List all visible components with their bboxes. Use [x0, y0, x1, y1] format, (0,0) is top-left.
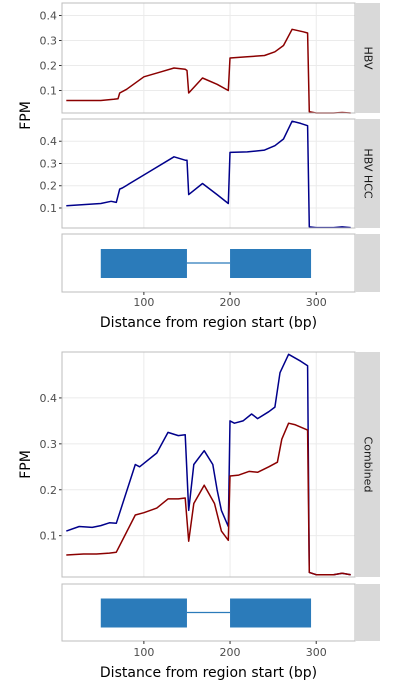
- y-tick-label: 0.2: [40, 484, 58, 497]
- y-axis-title: FPM: [18, 101, 34, 130]
- gene-model-panel: 100 200 300 Distance from region start (bp): [61, 583, 380, 681]
- y-tick-label: 0.2: [40, 180, 58, 193]
- exon-box: [230, 598, 312, 628]
- y-tick-label: 0.4: [40, 10, 58, 23]
- series-line: [66, 28, 351, 114]
- panel-border: [61, 118, 356, 229]
- y-tick-label: 0.1: [40, 530, 58, 543]
- panel-hbv: 0.1 0.2 0.3 0.4 HBV: [40, 2, 380, 114]
- facet-strip: [355, 3, 380, 113]
- panel-border: [61, 351, 356, 578]
- y-tick-label: 0.3: [40, 157, 58, 170]
- panel-combined: 0.1 0.2 0.3 0.4 Combined: [40, 351, 380, 578]
- x-tick-label: 300: [306, 296, 327, 309]
- gene-panel-strip: [355, 234, 380, 292]
- exon-box: [100, 249, 187, 278]
- exon-box: [230, 249, 312, 278]
- x-axis-title: Distance from region start (bp): [100, 315, 317, 331]
- facet-strip-label: Combined: [362, 437, 375, 493]
- facet-strip: [355, 119, 380, 228]
- y-tick-label: 0.1: [40, 85, 58, 98]
- x-tick-label: 200: [220, 296, 241, 309]
- x-tick-label: 100: [133, 646, 154, 659]
- x-axis-title: Distance from region start (bp): [100, 665, 317, 681]
- series-line: [66, 120, 351, 229]
- y-tick-label: 0.4: [40, 392, 58, 405]
- y-tick-label: 0.3: [40, 438, 58, 451]
- x-tick-label: 100: [133, 296, 154, 309]
- y-tick-label: 0.1: [40, 202, 58, 215]
- gene-panel-strip: [355, 584, 380, 641]
- x-tick-label: 200: [220, 646, 241, 659]
- series-line: [66, 353, 351, 576]
- panel-hbv-hcc: 0.1 0.2 0.3 0.4 HBV HCC: [40, 118, 380, 229]
- series-line: [66, 422, 351, 576]
- y-axis-title: FPM: [18, 450, 34, 479]
- facet-strip-label: HBV HCC: [362, 148, 375, 198]
- facet-strip-label: HBV: [362, 46, 375, 69]
- gene-model-panel: 100 200 300 Distance from region start (bp): [61, 233, 380, 331]
- y-tick-label: 0.4: [40, 135, 58, 148]
- x-tick-label: 300: [306, 646, 327, 659]
- y-tick-label: 0.3: [40, 35, 58, 48]
- y-tick-label: 0.2: [40, 60, 58, 73]
- facet-strip: [355, 352, 380, 577]
- exon-box: [100, 598, 187, 628]
- panel-border: [61, 2, 356, 114]
